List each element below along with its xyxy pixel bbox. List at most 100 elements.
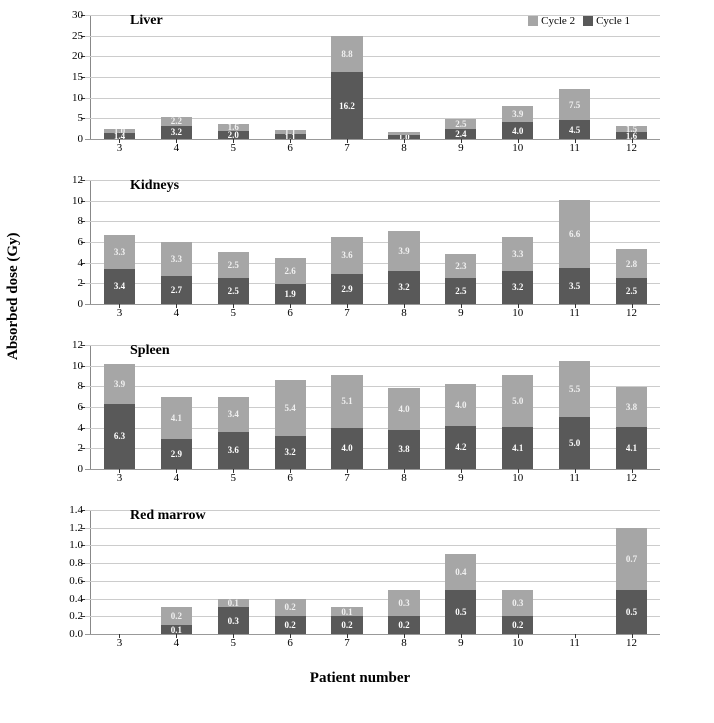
segment-cycle1: 0.2 <box>502 616 533 634</box>
stacked-bar: 0.50.7 <box>616 528 647 634</box>
segment-cycle2: 1.6 <box>218 124 249 131</box>
x-tick-label: 12 <box>626 307 637 319</box>
y-tick-label: 10 <box>72 195 83 207</box>
stacked-bar: 5.05.5 <box>559 361 590 470</box>
segment-cycle1: 0.5 <box>445 590 476 634</box>
segment-cycle1: 1.4 <box>104 133 135 139</box>
x-tick-label: 12 <box>626 637 637 649</box>
segment-cycle1: 4.0 <box>502 122 533 139</box>
segment-cycle1: 0.2 <box>275 616 306 634</box>
panel-kidneys: Kidneys02468101233.43.342.73.352.52.561.… <box>60 175 660 325</box>
segment-cycle1: 2.5 <box>445 278 476 304</box>
segment-cycle2: 2.8 <box>616 249 647 278</box>
stacked-bar: 2.01.6 <box>218 124 249 139</box>
stacked-bar: 0.20.3 <box>388 590 419 634</box>
stacked-bar: 4.15.0 <box>502 375 533 469</box>
stacked-bar: 2.94.1 <box>161 397 192 469</box>
x-tick-label: 3 <box>117 142 123 154</box>
x-tick-label: 3 <box>117 637 123 649</box>
segment-cycle2: 3.3 <box>104 235 135 269</box>
stacked-bar: 2.52.5 <box>218 252 249 304</box>
segment-cycle2: 1.5 <box>616 126 647 132</box>
segment-cycle1: 16.2 <box>331 72 362 139</box>
stacked-bar: 3.63.4 <box>218 397 249 469</box>
y-tick-label: 1.2 <box>69 522 83 534</box>
segment-cycle2: 2.5 <box>218 252 249 278</box>
segment-cycle2: 0.7 <box>616 528 647 590</box>
segment-cycle1: 3.5 <box>559 268 590 304</box>
segment-cycle1: 6.3 <box>104 404 135 469</box>
stacked-bar: 4.24.0 <box>445 384 476 469</box>
segment-cycle2: 3.9 <box>388 231 419 271</box>
segment-cycle1: 3.8 <box>388 430 419 469</box>
segment-cycle1: 2.4 <box>445 129 476 139</box>
y-tick-label: 2 <box>78 442 84 454</box>
segment-cycle1: 0.2 <box>388 616 419 634</box>
panel-liver: LiverCycle 2Cycle 105101520253031.41.043… <box>60 10 660 160</box>
segment-cycle2: 0.3 <box>388 590 419 617</box>
x-tick-label: 11 <box>569 142 580 154</box>
segment-cycle1: 3.2 <box>502 271 533 304</box>
panel-title: Kidneys <box>130 178 179 194</box>
y-tick-label: 10 <box>72 92 83 104</box>
panel-title: Liver <box>130 13 163 29</box>
x-tick-label: 10 <box>512 142 523 154</box>
x-axis-label: Patient number <box>60 670 660 687</box>
segment-cycle2: 5.4 <box>275 380 306 436</box>
stacked-bar: 2.52.3 <box>445 254 476 304</box>
x-tick-label: 9 <box>458 637 464 649</box>
stacked-bar: 0.20.3 <box>502 590 533 634</box>
segment-cycle2: 0.2 <box>161 607 192 625</box>
y-tick-label: 0.6 <box>69 575 83 587</box>
segment-cycle1: 4.5 <box>559 120 590 139</box>
y-tick-label: 0 <box>78 463 84 475</box>
y-tick-label: 12 <box>72 339 83 351</box>
x-tick-label: 8 <box>401 142 407 154</box>
segment-cycle2: 3.9 <box>502 106 533 122</box>
segment-cycle1: 2.5 <box>218 278 249 304</box>
segment-cycle1: 5.0 <box>559 417 590 469</box>
y-tick-label: 0 <box>78 133 84 145</box>
segment-cycle2: 7.5 <box>559 89 590 120</box>
segment-cycle1: 1.1 <box>275 134 306 139</box>
x-tick-label: 4 <box>174 472 180 484</box>
x-tick-label: 6 <box>287 637 293 649</box>
segment-cycle2: 3.9 <box>104 364 135 404</box>
y-tick-label: 6 <box>78 401 84 413</box>
stacked-bar: 3.23.3 <box>502 237 533 304</box>
segment-cycle1: 1.0 <box>388 135 419 139</box>
y-tick-label: 5 <box>78 112 84 124</box>
y-tick-label: 25 <box>72 30 83 42</box>
x-tick-label: 6 <box>287 307 293 319</box>
stacked-bar: 0.10.2 <box>161 607 192 634</box>
x-tick-label: 5 <box>231 637 237 649</box>
x-tick-label: 8 <box>401 472 407 484</box>
x-tick-label: 11 <box>569 307 580 319</box>
panel-title: Red marrow <box>130 508 206 524</box>
segment-cycle2: 5.5 <box>559 361 590 418</box>
segment-cycle2: 3.8 <box>616 387 647 426</box>
y-tick-label: 10 <box>72 360 83 372</box>
stacked-bar: 2.93.6 <box>331 237 362 304</box>
segment-cycle2: 1.1 <box>275 130 306 135</box>
x-tick-label: 5 <box>231 472 237 484</box>
segment-cycle2: 3.3 <box>161 242 192 276</box>
plot-area: 02468101233.43.342.73.352.52.561.92.672.… <box>90 180 660 305</box>
y-tick-label: 8 <box>78 380 84 392</box>
y-tick-label: 0.2 <box>69 610 83 622</box>
x-tick-label: 11 <box>569 637 580 649</box>
x-tick-label: 7 <box>344 472 350 484</box>
y-axis-label: Absorbed dose (Gy) <box>5 232 22 360</box>
segment-cycle2: 0.1 <box>218 599 249 608</box>
stacked-bar: 3.22.2 <box>161 117 192 139</box>
stacked-bar: 4.13.8 <box>616 387 647 469</box>
stacked-bar: 3.84.0 <box>388 388 419 469</box>
x-tick-label: 5 <box>231 142 237 154</box>
y-tick-label: 12 <box>72 174 83 186</box>
segment-cycle2: 0.4 <box>445 554 476 589</box>
segment-cycle1: 2.5 <box>616 278 647 304</box>
x-tick-label: 11 <box>569 472 580 484</box>
segment-cycle2: 2.3 <box>445 254 476 278</box>
segment-cycle2: 4.0 <box>445 384 476 425</box>
stacked-bar: 3.56.6 <box>559 200 590 304</box>
